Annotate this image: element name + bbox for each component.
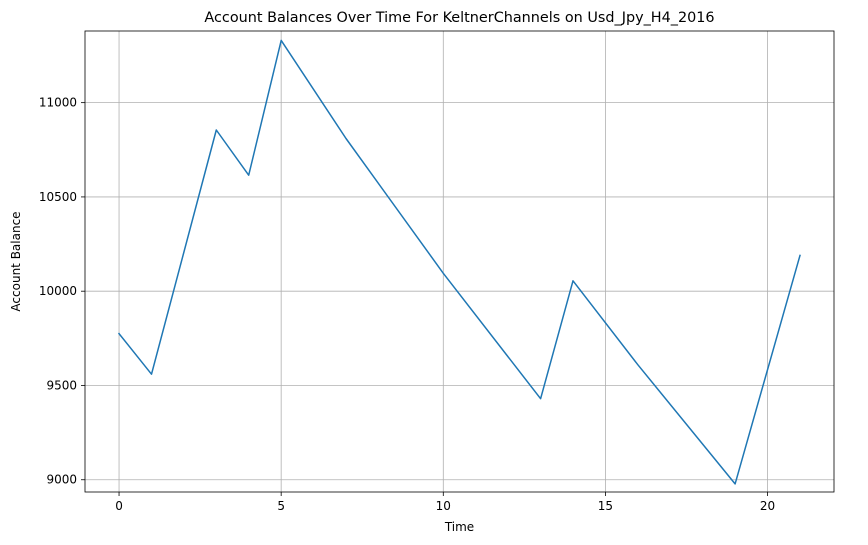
y-axis-ticks: 9000 9500 10000 10500 11000 xyxy=(39,96,85,487)
x-tick-label: 20 xyxy=(760,499,775,513)
y-tick-label: 9500 xyxy=(46,378,77,392)
x-tick-label: 5 xyxy=(277,499,285,513)
y-tick-label: 10000 xyxy=(39,284,77,298)
grid-lines xyxy=(85,31,834,492)
x-tick-label: 0 xyxy=(115,499,123,513)
x-tick-label: 10 xyxy=(436,499,451,513)
y-tick-label: 10500 xyxy=(39,190,77,204)
chart-title: Account Balances Over Time For KeltnerCh… xyxy=(204,10,714,26)
x-axis-label: Time xyxy=(444,520,474,534)
plot-frame xyxy=(84,30,835,493)
balance-series-line xyxy=(117,39,801,485)
y-tick-label: 11000 xyxy=(39,96,77,110)
y-tick-label: 9000 xyxy=(46,473,77,487)
series-layer xyxy=(117,39,801,485)
y-axis-label: Account Balance xyxy=(9,211,23,311)
x-axis-ticks: 0 5 10 15 20 xyxy=(115,492,775,513)
x-tick-label: 15 xyxy=(598,499,613,513)
